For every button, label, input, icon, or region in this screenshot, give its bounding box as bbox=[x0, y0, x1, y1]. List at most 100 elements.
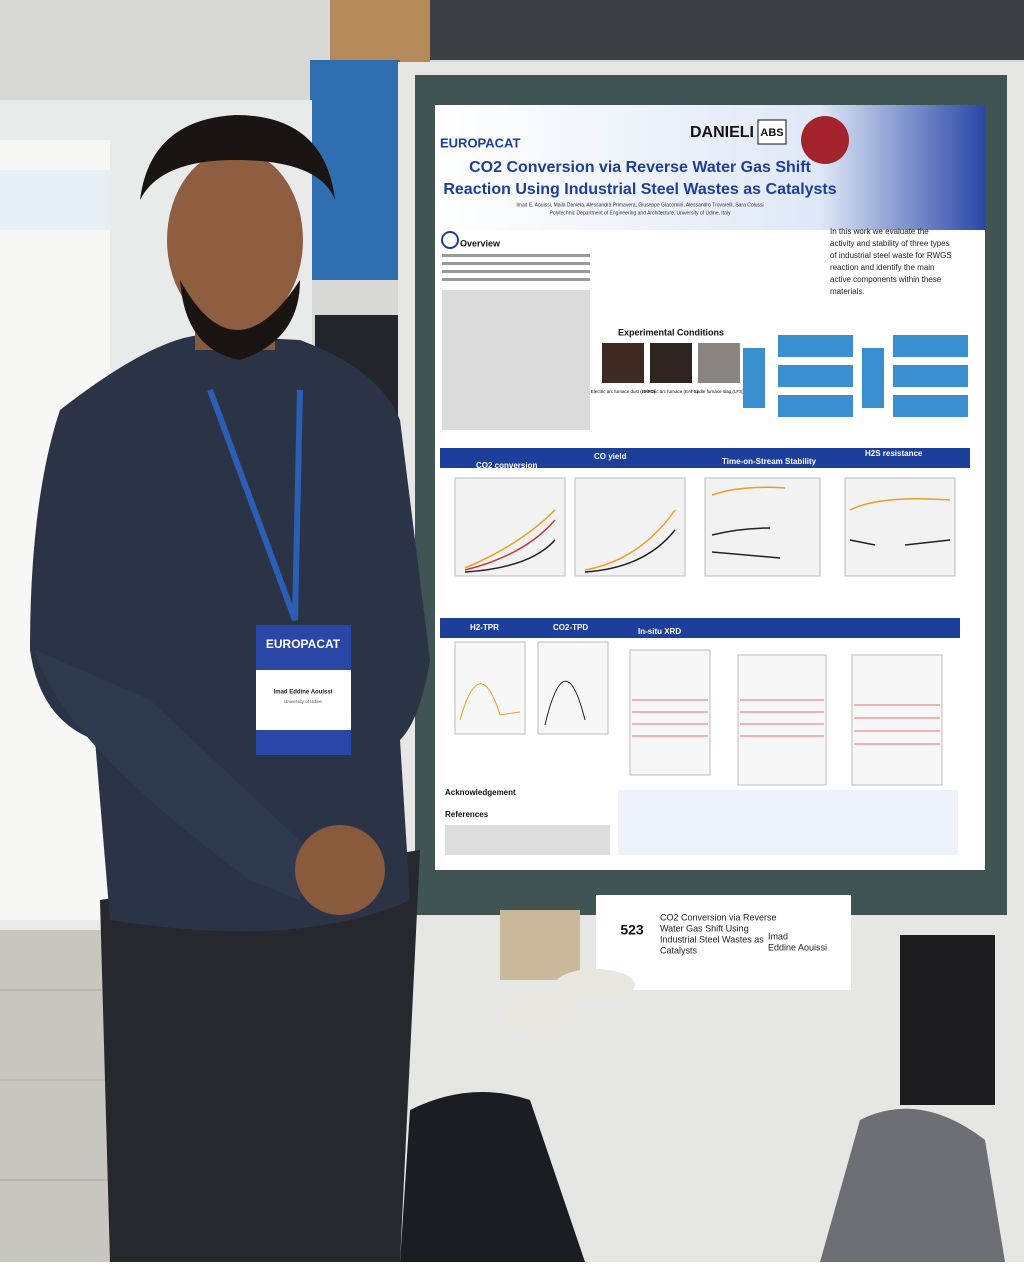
intro: In this work we evaluate the activity an… bbox=[830, 227, 952, 296]
bystander-legs bbox=[900, 935, 995, 1105]
section-heading: CO yield bbox=[594, 452, 627, 461]
section-bar bbox=[440, 618, 960, 638]
section-heading: CO2-TPD bbox=[553, 623, 588, 632]
hair bbox=[140, 115, 335, 200]
section-heading: H2S resistance bbox=[865, 449, 923, 458]
curve bbox=[464, 539, 556, 573]
result-plots bbox=[454, 477, 956, 577]
poster-affiliation: Polytechnic Department of Engineering an… bbox=[550, 210, 731, 216]
face bbox=[167, 150, 303, 330]
method-box bbox=[893, 365, 968, 387]
badge-name: Imad Eddine Aouissi bbox=[274, 690, 333, 696]
poster-header bbox=[435, 105, 985, 230]
intro-line: materials. bbox=[830, 287, 865, 296]
xrd-lines bbox=[459, 680, 940, 745]
hands bbox=[295, 825, 385, 915]
intro-line: active components within these bbox=[830, 275, 942, 284]
method-boxes bbox=[743, 335, 968, 417]
shoe bbox=[500, 993, 580, 1037]
plot bbox=[851, 654, 943, 786]
backpack bbox=[400, 1092, 585, 1262]
pattern bbox=[740, 699, 824, 737]
lanyard bbox=[207, 388, 303, 622]
method-box bbox=[743, 348, 765, 408]
logo: DANIELI bbox=[690, 124, 754, 141]
plot bbox=[844, 477, 956, 577]
pattern bbox=[632, 699, 708, 737]
overview-text bbox=[442, 254, 590, 430]
section-heading: CO2 conversion bbox=[476, 461, 537, 470]
text-line bbox=[442, 278, 590, 281]
curve bbox=[464, 519, 556, 571]
curve bbox=[544, 680, 586, 726]
curve bbox=[849, 539, 951, 546]
plot bbox=[454, 641, 526, 735]
label-card bbox=[596, 895, 851, 990]
curve bbox=[711, 551, 781, 559]
left-poster-header bbox=[0, 170, 110, 230]
logo: EUROPACAT bbox=[440, 135, 520, 150]
section-heading: Acknowledgement bbox=[445, 788, 516, 797]
intro-line: of industrial steel waste for RWGS bbox=[830, 251, 952, 260]
label-line: CO2 Conversion via Reverse bbox=[660, 912, 777, 922]
sample-photo bbox=[650, 343, 692, 383]
section-number bbox=[441, 231, 459, 249]
curve bbox=[464, 509, 556, 569]
logo-box bbox=[757, 119, 787, 145]
method-box bbox=[893, 335, 968, 357]
sample-photo bbox=[602, 343, 644, 383]
section-heading: References bbox=[445, 810, 489, 819]
text-line bbox=[442, 254, 590, 257]
plot bbox=[574, 477, 686, 577]
section-titles: CO2 conversion CO yield Time-on-Stream S… bbox=[476, 449, 923, 470]
curve bbox=[584, 529, 676, 573]
badge-org: University of Udine bbox=[284, 699, 322, 704]
arm bbox=[35, 650, 320, 900]
curve bbox=[849, 498, 951, 511]
poster-title: Reaction Using Industrial Steel Wastes a… bbox=[443, 181, 836, 198]
beard bbox=[180, 280, 300, 360]
section-titles: H2-TPR CO2-TPD In-situ XRD bbox=[470, 623, 681, 636]
plot-curves bbox=[464, 486, 951, 573]
trousers bbox=[100, 850, 420, 1262]
label-author: Eddine Aouissi bbox=[768, 942, 827, 952]
poster-title: CO2 Conversion via Reverse Water Gas Shi… bbox=[469, 159, 811, 176]
intro-line: reaction and identify the main bbox=[830, 263, 935, 272]
poster: EUROPACAT DANIELI ABS CO2 Conversion via… bbox=[435, 105, 985, 870]
intro-line: In this work we evaluate the bbox=[830, 227, 929, 236]
curve bbox=[459, 683, 521, 721]
backpack bbox=[820, 1108, 1005, 1262]
label-title: CO2 Conversion via Reverse Water Gas Shi… bbox=[660, 912, 827, 955]
section-heading: In-situ XRD bbox=[638, 627, 681, 636]
section-heading: Time-on-Stream Stability bbox=[722, 457, 817, 466]
logo: ABS bbox=[760, 127, 783, 139]
method-box bbox=[862, 348, 884, 408]
person: EUROPACAT Imad Eddine Aouissi University… bbox=[30, 115, 430, 1262]
section-bar bbox=[440, 448, 970, 468]
shirt bbox=[30, 335, 430, 932]
pattern bbox=[854, 704, 940, 745]
sample-name: Electric arc furnace (EAFS) bbox=[644, 389, 699, 394]
university-seal bbox=[801, 116, 849, 164]
badge-footer bbox=[256, 730, 351, 755]
ceiling bbox=[430, 0, 1024, 60]
result-plots bbox=[454, 641, 943, 786]
method-box bbox=[893, 395, 968, 417]
poster-number: 523 bbox=[620, 922, 644, 938]
label-line: Catalysts bbox=[660, 945, 698, 955]
label-line: Water Gas Shift Using bbox=[660, 923, 749, 933]
sample-name: Ladle furnace slag (LFS) bbox=[694, 389, 744, 394]
shoe bbox=[555, 969, 635, 1001]
curve bbox=[711, 527, 771, 536]
method-box bbox=[778, 395, 853, 417]
sample-name: Electric arc furnace dust (EAFD) bbox=[591, 389, 656, 394]
sample-photo bbox=[698, 343, 740, 383]
plot bbox=[737, 654, 827, 786]
badge-header bbox=[256, 625, 351, 670]
plot bbox=[454, 477, 566, 577]
bystander-legs bbox=[500, 910, 580, 980]
plot bbox=[704, 477, 821, 577]
